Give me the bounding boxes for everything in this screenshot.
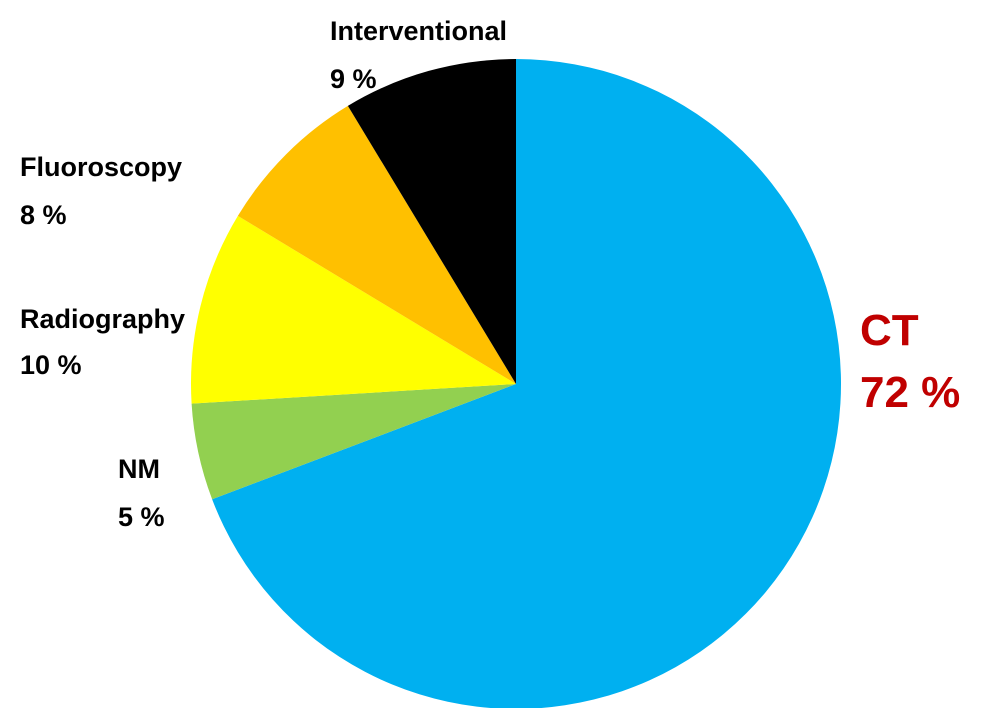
slice-value-radiography: 10 % (20, 350, 82, 380)
slice-labels: CT 72 % NM 5 % Radiography 10 % Fluoroscopy 8 %… (20, 16, 960, 532)
slice-radiography (190, 215, 516, 404)
slice-value-ct: 72 % (860, 368, 960, 417)
slice-nm (191, 384, 516, 500)
slice-interventional (347, 59, 516, 384)
slice-fluoroscopy (237, 105, 516, 385)
slice-value-interventional: 9 % (330, 64, 377, 94)
slice-value-fluoroscopy: 8 % (20, 200, 67, 230)
pie-slices (190, 59, 841, 708)
slice-value-nm: 5 % (118, 502, 165, 532)
slice-label-interventional: Interventional (330, 16, 507, 46)
slice-label-ct: CT (860, 306, 919, 355)
slice-label-fluoroscopy: Fluoroscopy (20, 152, 182, 182)
slice-label-nm: NM (118, 454, 160, 484)
slice-label-radiography: Radiography (20, 304, 185, 334)
slice-ct (212, 59, 841, 708)
